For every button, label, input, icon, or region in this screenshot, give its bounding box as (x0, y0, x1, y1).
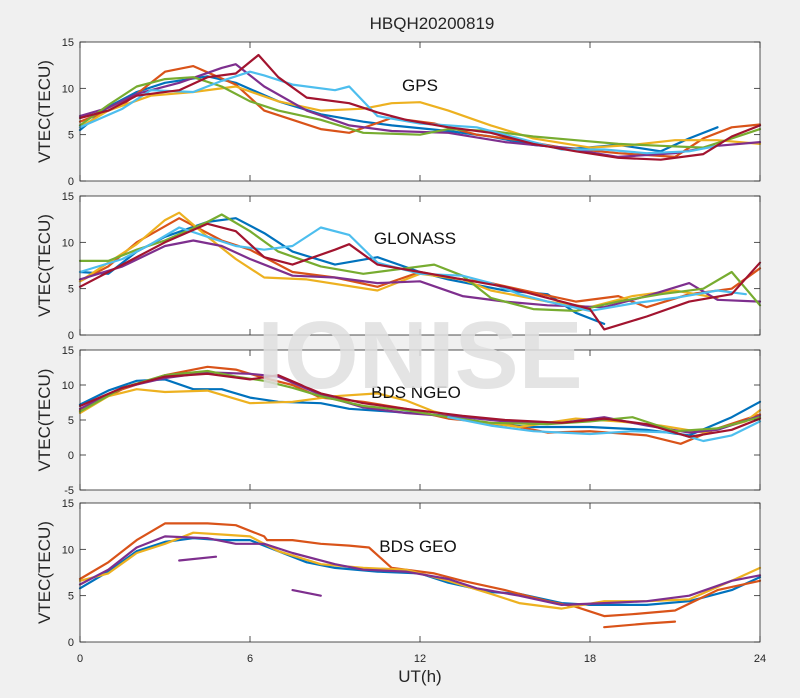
y-tick-label: 10 (62, 544, 74, 556)
x-axis-label: UT(h) (398, 667, 441, 686)
y-tick-label: 5 (68, 591, 74, 603)
series-fragment-0 (178, 555, 218, 562)
y-tick-label: 0 (68, 450, 74, 462)
panel-annotation: BDS GEO (379, 537, 456, 556)
x-tick-label: 12 (414, 653, 426, 665)
series-line-1 (78, 522, 762, 618)
subplot-bds-geo: 0 6 12 18 24 0 5 10 15 VTEC(TECU) UT(h) BDS GEO (35, 498, 766, 686)
series-line-0 (78, 378, 762, 437)
y-tick-label: 15 (62, 37, 74, 49)
subplot-bds-ngeo: -5 0 5 10 15 VTEC(TECU) BDS NGEO (35, 345, 762, 497)
y-tick-label: 10 (62, 237, 74, 249)
panel-annotation: GPS (402, 76, 438, 95)
series-fragment-1 (291, 589, 322, 597)
x-tick-label: 6 (247, 653, 253, 665)
series-line-6 (78, 222, 762, 331)
y-tick-label: 10 (62, 83, 74, 95)
series-line-3 (78, 239, 762, 309)
y-tick-label: 10 (62, 380, 74, 392)
y-tick-label: 15 (62, 498, 74, 510)
series-line-5 (78, 226, 747, 312)
y-axis-label: VTEC(TECU) (35, 521, 54, 624)
figure-title: HBQH20200819 (370, 14, 495, 33)
y-tick-label: 0 (68, 637, 74, 649)
y-tick-label: 5 (68, 130, 74, 142)
x-tick-label: 0 (77, 653, 83, 665)
y-axis-label: VTEC(TECU) (35, 60, 54, 163)
y-axis-label: VTEC(TECU) (35, 214, 54, 317)
y-tick-label: 15 (62, 191, 74, 203)
x-tick-label: 24 (754, 653, 766, 665)
series-line-4 (78, 213, 762, 312)
series-line-6 (78, 372, 762, 438)
y-tick-label: 0 (68, 176, 74, 188)
subplot-gps: 0 5 10 15 VTEC(TECU) GPS (35, 37, 762, 188)
series-line-3 (78, 535, 762, 606)
y-tick-label: -5 (64, 485, 74, 497)
panel-annotation: BDS NGEO (371, 383, 461, 402)
y-tick-label: 15 (62, 345, 74, 357)
series-line-3 (78, 63, 762, 158)
y-axis-label: VTEC(TECU) (35, 369, 54, 472)
series-line-5 (447, 416, 762, 443)
series-line-5 (78, 70, 719, 155)
series-line-4 (78, 369, 762, 433)
series-line-4 (78, 76, 762, 149)
series-fragment-2 (603, 620, 677, 629)
y-tick-label: 5 (68, 284, 74, 296)
series-line-6 (78, 53, 762, 161)
panel-annotation: GLONASS (374, 229, 456, 248)
x-tick-label: 18 (584, 653, 596, 665)
y-tick-label: 5 (68, 415, 74, 427)
y-tick-label: 0 (68, 330, 74, 342)
watermark: IONISE (257, 302, 582, 409)
subplot-glonass: 0 5 10 15 VTEC(TECU) GLONASS (35, 191, 762, 342)
